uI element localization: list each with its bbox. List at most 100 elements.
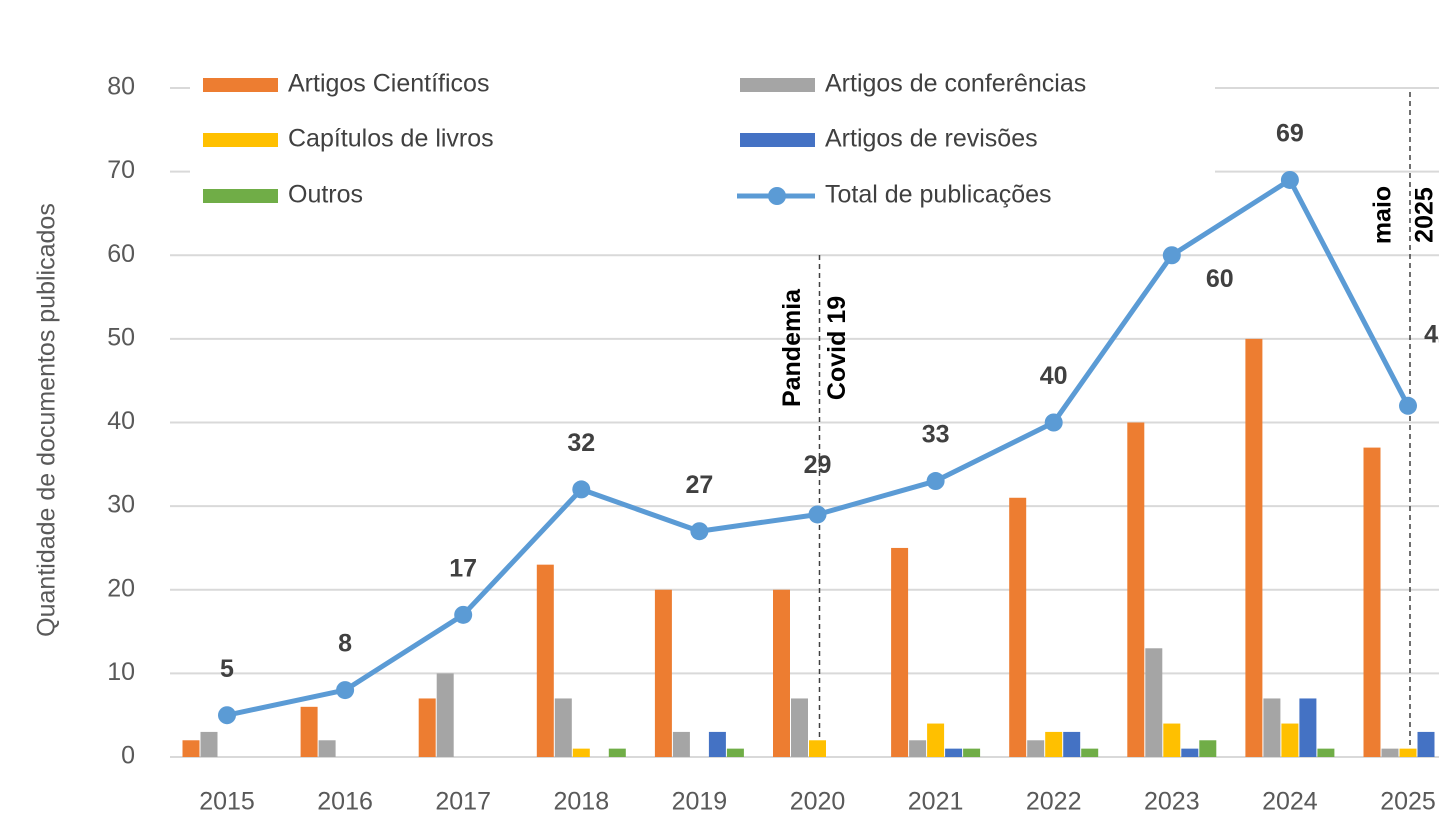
bar [909, 740, 927, 757]
legend-swatch [740, 78, 815, 92]
data-label: 60 [1206, 265, 1234, 293]
x-tick-label: 2018 [553, 788, 609, 816]
line-point [572, 480, 591, 499]
legend-background [190, 60, 1215, 220]
legend-swatch [203, 189, 278, 203]
legend-swatch [203, 78, 278, 92]
bar [1081, 748, 1099, 757]
bar [1417, 731, 1435, 757]
bar [1163, 723, 1181, 757]
bar [1145, 648, 1163, 757]
bar [572, 748, 590, 757]
x-tick-label: 2023 [1144, 788, 1200, 816]
line-point [1280, 170, 1299, 189]
bar [927, 723, 945, 757]
annotation-label: maio [1369, 186, 1397, 244]
bar [1245, 338, 1263, 757]
data-label: 5 [220, 655, 234, 683]
data-label: 17 [449, 554, 477, 582]
bar [1009, 497, 1027, 757]
data-label: 69 [1276, 120, 1304, 148]
bar [554, 698, 572, 757]
annotation-label: 2025 [1411, 187, 1439, 243]
data-label: 27 [685, 471, 713, 499]
bar [318, 740, 336, 757]
y-tick-label: 0 [121, 742, 135, 770]
bar [1181, 748, 1199, 757]
y-tick-label: 10 [107, 658, 135, 686]
line-point [926, 472, 945, 491]
bar [1027, 740, 1045, 757]
y-tick-label: 40 [107, 407, 135, 435]
bar [773, 589, 790, 757]
x-tick-label: 2025 [1380, 788, 1436, 816]
data-label: 42 [1424, 320, 1439, 348]
y-tick-label: 60 [107, 240, 135, 268]
legend-label: Artigos Científicos [288, 70, 489, 98]
bar [1399, 748, 1417, 757]
bar [200, 731, 218, 757]
bar [708, 731, 726, 757]
bar [1299, 698, 1317, 757]
y-axis-label: Quantidade de documentos publicados [33, 203, 61, 637]
bar [608, 748, 626, 757]
legend-label: Artigos de conferências [825, 70, 1086, 98]
bar [418, 698, 436, 757]
legend-label: Artigos de revisões [825, 125, 1038, 153]
bar [891, 547, 909, 757]
bar [436, 673, 454, 757]
bar [300, 706, 318, 757]
line-point [1399, 396, 1417, 415]
x-tick-label: 2017 [435, 788, 491, 816]
y-tick-label: 80 [107, 73, 135, 101]
bar [536, 564, 554, 757]
data-label: 29 [804, 451, 832, 479]
x-tick-label: 2022 [1026, 788, 1082, 816]
bar [1063, 731, 1081, 757]
y-tick-label: 20 [107, 574, 135, 602]
bar [1281, 723, 1299, 757]
data-label: 33 [922, 421, 950, 449]
x-tick-label: 2019 [672, 788, 728, 816]
line-point [454, 605, 473, 624]
bar [945, 748, 963, 757]
bar [726, 748, 744, 757]
legend-label: Outros [288, 181, 363, 209]
bar [1381, 748, 1399, 757]
data-label: 32 [567, 429, 595, 457]
bar [182, 740, 200, 757]
bar [672, 731, 690, 757]
line-point [808, 505, 827, 524]
y-tick-label: 50 [107, 323, 135, 351]
y-tick-label: 30 [107, 491, 135, 519]
line-point [336, 681, 355, 700]
data-label: 40 [1040, 362, 1068, 390]
y-tick-label: 70 [107, 156, 135, 184]
bar [1263, 698, 1281, 757]
bar [1045, 731, 1063, 757]
x-tick-label: 2016 [317, 788, 373, 816]
annotation-label: Pandemia [778, 288, 806, 407]
bar [1199, 740, 1217, 757]
x-tick-label: 2024 [1262, 788, 1318, 816]
bar [654, 589, 672, 757]
legend-label: Total de publicações [825, 181, 1052, 209]
x-tick-label: 2020 [790, 788, 846, 816]
bar [963, 748, 981, 757]
legend-swatch [768, 187, 786, 205]
x-tick-label: 2015 [199, 788, 255, 816]
line [226, 177, 1411, 718]
line-point [690, 522, 709, 541]
line-point [1162, 246, 1181, 265]
line-point [1044, 413, 1063, 432]
x-tick-label: 2021 [908, 788, 964, 816]
bar [809, 740, 826, 757]
bar [1317, 748, 1335, 757]
legend-swatch [203, 133, 278, 147]
bar [1363, 447, 1381, 757]
bar [791, 698, 808, 757]
legend-swatch [740, 133, 815, 147]
line-point [218, 706, 236, 725]
